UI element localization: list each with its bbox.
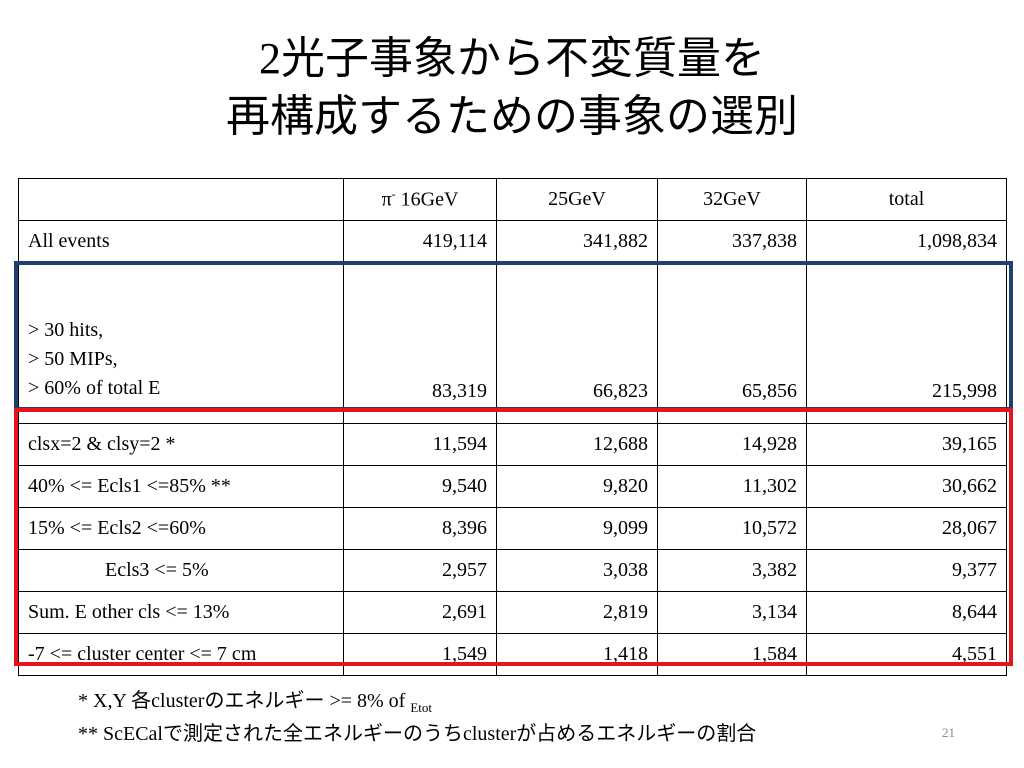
cell-25gev: 66,823 — [496, 262, 658, 424]
cell-32gev: 65,856 — [657, 262, 807, 424]
row-label-line-1: > 30 hits, — [28, 319, 104, 341]
cell-25gev: 1,418 — [496, 633, 658, 676]
cell-total: 4,551 — [806, 633, 1007, 676]
header-pi-symbol: π — [381, 188, 392, 211]
cell-total: 28,067 — [806, 507, 1007, 550]
table-row-basic-cuts: > 30 hits, > 50 MIPs, > 60% of total E 8… — [18, 262, 1007, 424]
table-header-row: π- 16GeV 25GeV 32GeV total — [18, 178, 1007, 221]
page-number: 21 — [942, 725, 955, 740]
cell-16gev: 1,549 — [343, 633, 497, 676]
table-row-ecls3: Ecls3 <= 5% 2,957 3,038 3,382 9,377 — [18, 549, 1007, 592]
cell-total: 39,165 — [806, 423, 1007, 466]
cell-16gev: 2,957 — [343, 549, 497, 592]
row-label: 15% <= Ecls2 <=60% — [18, 507, 344, 550]
header-pi-energy: 16GeV — [395, 188, 459, 211]
table-row-ecls1: 40% <= Ecls1 <=85% ** 9,540 9,820 11,302… — [18, 465, 1007, 508]
cell-25gev: 341,882 — [496, 220, 658, 263]
table-row-cluster-count: clsx=2 & clsy=2 * 11,594 12,688 14,928 3… — [18, 423, 1007, 466]
cell-total: 1,098,834 — [806, 220, 1007, 263]
header-cell-25gev: 25GeV — [496, 178, 658, 221]
table-row-cluster-center: -7 <= cluster center <= 7 cm 1,549 1,418… — [18, 633, 1007, 676]
cell-25gev: 9,099 — [496, 507, 658, 550]
footnote-2: ** ScECalで測定された全エネルギーのうちclusterが占めるエネルギー… — [78, 723, 757, 745]
footnote-1: * X,Y 各clusterのエネルギー >= 8% of Etot — [78, 688, 756, 721]
table-row-all-events: All events 419,114 341,882 337,838 1,098… — [18, 220, 1007, 263]
table-row-sum-other: Sum. E other cls <= 13% 2,691 2,819 3,13… — [18, 591, 1007, 634]
table-row-ecls2: 15% <= Ecls2 <=60% 8,396 9,099 10,572 28… — [18, 507, 1007, 550]
cell-16gev: 11,594 — [343, 423, 497, 466]
row-label-line-2: > 50 MIPs, — [28, 348, 118, 370]
footnote-1-text: * X,Y 各clusterのエネルギー >= 8% of — [78, 690, 411, 712]
header-cell-pi-16gev: π- 16GeV — [343, 178, 497, 221]
cell-25gev: 12,688 — [496, 423, 658, 466]
cell-32gev: 3,382 — [657, 549, 807, 592]
cell-total: 30,662 — [806, 465, 1007, 508]
cell-total: 8,644 — [806, 591, 1007, 634]
row-label: Sum. E other cls <= 13% — [18, 591, 344, 634]
cell-32gev: 11,302 — [657, 465, 807, 508]
row-label: -7 <= cluster center <= 7 cm — [18, 633, 344, 676]
cell-16gev: 9,540 — [343, 465, 497, 508]
event-selection-table: π- 16GeV 25GeV 32GeV total All events 41… — [18, 178, 1007, 676]
row-label: Ecls3 <= 5% — [18, 549, 344, 592]
row-label: 40% <= Ecls1 <=85% ** — [18, 465, 344, 508]
header-empty-cell — [18, 178, 344, 221]
title-line-1: 2光子事象から不変質量を — [259, 34, 765, 83]
cell-16gev: 83,319 — [343, 262, 497, 424]
cell-16gev: 8,396 — [343, 507, 497, 550]
footnote-1-subscript: Etot — [410, 700, 433, 715]
footnotes: * X,Y 各clusterのエネルギー >= 8% of Etot ** Sc… — [78, 688, 756, 748]
cell-total: 215,998 — [806, 262, 1007, 424]
cell-32gev: 3,134 — [657, 591, 807, 634]
cell-25gev: 2,819 — [496, 591, 658, 634]
cell-32gev: 14,928 — [657, 423, 807, 466]
slide-title: 2光子事象から不変質量を 再構成するための事象の選別 — [0, 30, 1024, 146]
row-label-line-3: > 60% of total E — [28, 377, 161, 399]
row-label-multiline: > 30 hits, > 50 MIPs, > 60% of total E — [18, 262, 344, 424]
header-pi-charge: - — [391, 187, 396, 202]
cell-16gev: 2,691 — [343, 591, 497, 634]
row-label: All events — [18, 220, 344, 263]
cell-total: 9,377 — [806, 549, 1007, 592]
title-line-2: 再構成するための事象の選別 — [226, 92, 798, 141]
header-cell-32gev: 32GeV — [657, 178, 807, 221]
cell-16gev: 419,114 — [343, 220, 497, 263]
cell-25gev: 3,038 — [496, 549, 658, 592]
cell-32gev: 10,572 — [657, 507, 807, 550]
row-label: clsx=2 & clsy=2 * — [18, 423, 344, 466]
cell-25gev: 9,820 — [496, 465, 658, 508]
cell-32gev: 1,584 — [657, 633, 807, 676]
header-cell-total: total — [806, 178, 1007, 221]
cell-32gev: 337,838 — [657, 220, 807, 263]
